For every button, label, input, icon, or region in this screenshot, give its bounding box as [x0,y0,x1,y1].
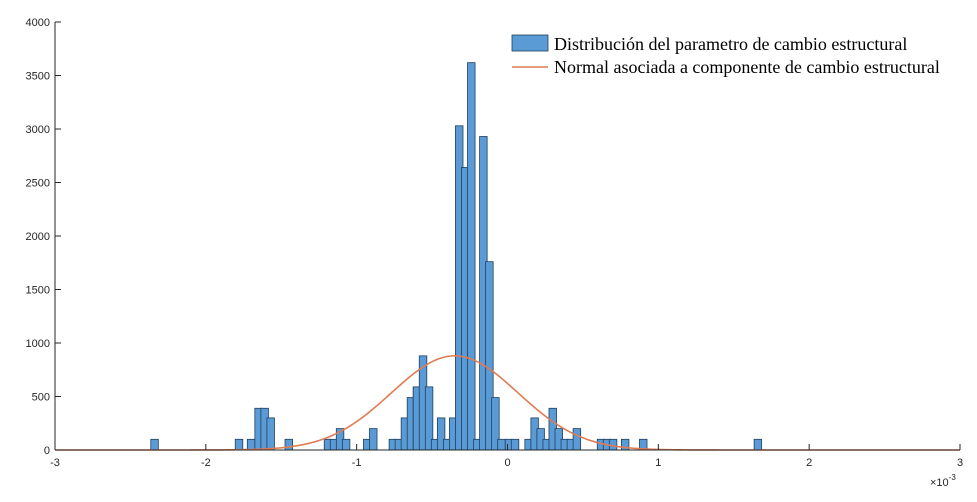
x-tick-label: -2 [201,457,211,469]
histogram-bar [510,438,520,451]
histogram-bar [467,62,476,451]
y-tick-label: 500 [32,392,50,404]
normal-curve-line [55,355,960,451]
legend: Distribución del parametro de cambio est… [511,34,940,77]
histogram-bar [341,438,351,451]
axes: -3 -2 -1 0 1 2 3 0 500 1000 1500 2000 2500 3000 3500 40… [26,17,964,489]
histogram-bar [369,428,378,451]
x-tick-label: 0 [504,457,510,469]
histogram-bar [150,438,159,451]
histogram-bar [497,438,506,451]
y-tick-label: 2500 [26,178,50,190]
legend-label-histogram: Distribución del parametro de cambio est… [554,34,907,54]
histogram-bar [266,417,275,451]
y-tick-label: 4000 [26,17,50,29]
histogram-bar [234,438,244,451]
legend-swatch-histogram [511,34,549,52]
y-tick-label: 3500 [26,71,50,83]
y-tick-label: 0 [44,445,50,457]
histogram-bars [150,62,763,451]
x-tick-label: -3 [50,457,60,469]
x-tick-label: 1 [655,457,661,469]
y-tick-label: 1000 [26,338,50,350]
x-axis-multiplier: ×10-3 [930,473,956,489]
y-tick-label: 1500 [26,285,50,297]
histogram-bar [246,438,256,451]
histogram-bar [284,438,293,451]
y-tick-label: 3000 [26,124,50,136]
histogram-bar [753,438,763,451]
y-tick-label: 2000 [26,231,50,243]
histogram-bar [572,428,582,451]
legend-label-normal: Normal asociada a componente de cambio e… [554,57,940,77]
x-tick-label: -1 [352,457,362,469]
x-tick-label: 3 [957,457,963,469]
x-tick-label: 2 [806,457,812,469]
normal-curve-group [55,355,960,451]
